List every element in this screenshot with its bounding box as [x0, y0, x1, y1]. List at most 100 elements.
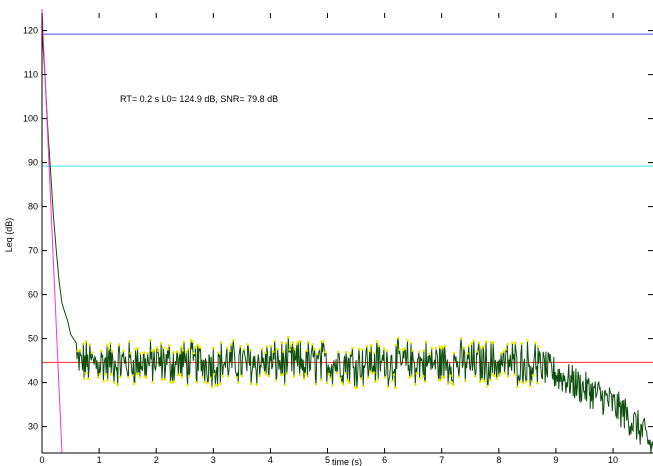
leq-marker: [285, 372, 289, 375]
leq-marker: [513, 341, 517, 345]
leq-marker: [237, 381, 240, 384]
leq-marker: [466, 352, 469, 355]
leq-marker: [313, 348, 317, 351]
leq-marker: [439, 378, 442, 382]
leq-marker: [192, 351, 196, 355]
leq-marker: [406, 339, 409, 342]
leq-marker: [201, 375, 204, 379]
leq-marker: [361, 384, 365, 388]
leq-marker: [90, 351, 94, 355]
leq-marker: [195, 381, 199, 384]
leq-marker: [450, 380, 454, 384]
leq-marker: [134, 348, 137, 351]
leq-marker: [361, 348, 364, 351]
leq-marker: [196, 343, 199, 346]
leq-marker: [408, 376, 411, 379]
leq-marker: [443, 344, 446, 348]
x-tick-label: 2: [154, 455, 159, 465]
leq-marker: [78, 349, 82, 352]
leq-marker: [175, 350, 179, 353]
leq-marker: [331, 383, 334, 387]
leq-marker: [339, 376, 342, 380]
leq-marker: [384, 376, 387, 379]
leq-marker: [184, 350, 188, 354]
leq-marker: [439, 346, 443, 350]
leq-marker: [346, 379, 349, 382]
leq-marker: [495, 377, 499, 380]
leq-marker: [422, 349, 426, 352]
leq-marker: [477, 341, 481, 344]
leq-marker: [329, 376, 332, 380]
leq-marker: [122, 349, 125, 353]
leq-marker: [235, 376, 239, 379]
leq-marker: [315, 352, 319, 356]
leq-marker: [410, 374, 414, 378]
leq-marker: [293, 347, 297, 351]
leq-marker: [398, 348, 401, 351]
leq-marker: [162, 346, 165, 350]
leq-marker: [181, 349, 184, 352]
leq-marker: [219, 341, 223, 344]
leq-marker: [459, 337, 463, 340]
x-tick-label: 5: [325, 455, 330, 465]
leq-marker: [369, 344, 373, 347]
leq-marker: [375, 340, 379, 344]
leq-marker: [374, 380, 377, 384]
leq-marker: [264, 351, 267, 355]
leq-marker: [311, 343, 314, 346]
leq-marker: [281, 373, 284, 376]
leq-marker: [210, 385, 214, 389]
leq-marker: [325, 381, 329, 385]
y-tick-label: 90: [28, 158, 38, 168]
leq-marker: [249, 348, 252, 352]
leq-marker: [344, 350, 348, 354]
leq-marker: [421, 375, 425, 378]
leq-marker: [344, 372, 347, 375]
leq-marker: [377, 344, 381, 348]
leq-marker: [239, 344, 242, 348]
leq-marker: [472, 339, 476, 343]
leq-marker: [305, 349, 309, 352]
leq-marker: [155, 346, 159, 350]
leq-marker: [229, 343, 233, 346]
leq-marker: [88, 343, 92, 346]
leq-marker: [240, 374, 244, 378]
leq-marker: [446, 382, 450, 386]
leq-marker: [340, 381, 344, 384]
leq-marker: [376, 378, 380, 381]
leq-marker: [335, 371, 339, 375]
leq-marker: [491, 341, 495, 344]
leq-marker: [324, 350, 327, 354]
x-tick-label: 8: [496, 455, 501, 465]
leq-marker: [289, 344, 293, 347]
leq-marker: [142, 351, 146, 355]
leq-marker: [172, 351, 175, 354]
leq-marker: [274, 379, 278, 382]
leq-marker: [206, 381, 209, 385]
leq-marker: [430, 346, 434, 350]
leq-marker: [504, 347, 508, 351]
leq-marker: [228, 349, 231, 353]
leq-marker: [160, 378, 164, 381]
leq-marker: [348, 381, 351, 385]
leq-marker: [359, 377, 363, 380]
leq-marker: [385, 349, 389, 353]
leq-marker: [166, 348, 169, 351]
leq-marker: [372, 371, 376, 375]
leq-marker: [503, 371, 506, 375]
leq-marker: [365, 344, 369, 348]
leq-marker: [264, 373, 268, 376]
leq-marker: [219, 382, 222, 386]
leq-marker: [368, 349, 371, 353]
leq-marker: [199, 346, 202, 350]
leq-marker: [217, 351, 220, 354]
leq-marker: [265, 345, 269, 348]
leq-marker: [203, 380, 206, 384]
leq-marker: [105, 344, 109, 347]
leq-marker: [452, 351, 456, 355]
leq-marker: [382, 347, 386, 351]
leq-marker: [516, 385, 519, 389]
leq-marker: [163, 378, 167, 381]
leq-marker: [76, 349, 79, 353]
